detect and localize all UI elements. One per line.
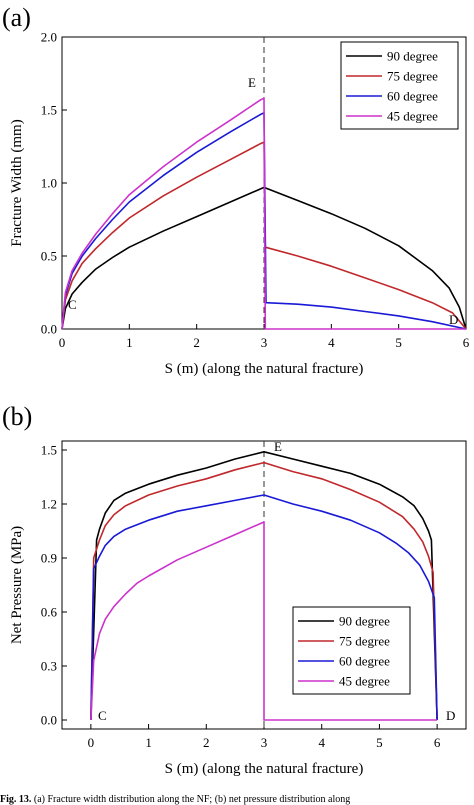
y-tick-label: 0.6: [41, 605, 58, 620]
y-tick-label: 1.5: [41, 103, 57, 118]
y-tick-label: 0.9: [41, 551, 57, 566]
legend-label: 90 degree: [339, 614, 390, 629]
x-tick-label: 4: [318, 735, 325, 750]
legend-label: 45 degree: [339, 674, 390, 689]
series-line: [61, 112, 467, 330]
y-tick-label: 0.0: [41, 713, 57, 728]
y-tick-label: 0.0: [41, 322, 57, 337]
plot-area-a: 0 1 2 3 4 5 6 0.0 0.5 1.0 1.5 2.0 S (m) (along the n…: [9, 30, 470, 378]
y-axis-title: Net Pressure (MPa): [9, 526, 25, 644]
series-line: [61, 186, 467, 330]
caption-text: (a) Fracture width distribution along th…: [33, 794, 351, 805]
x-tick-label: 6: [463, 335, 470, 350]
x-axis-title: S (m) (along the natural fracture): [165, 361, 364, 377]
x-tick-label: 3: [261, 335, 268, 350]
series-line: [90, 461, 438, 721]
panel-a: (a) 0 1 2 3 4 5 6 0.0 0.5 1.0 1.5 2.0 S (m) (along t…: [2, 3, 470, 377]
x-tick-label: 2: [203, 735, 210, 750]
y-tick-label: 1.0: [41, 176, 57, 191]
point-label-e: E: [248, 75, 256, 90]
series-line: [90, 450, 438, 721]
point-label-d: D: [446, 708, 455, 723]
y-tick-label: 0.3: [41, 659, 57, 674]
y-tick-label: 0.5: [41, 249, 57, 264]
legend-b: 90 degree 75 degree 60 degree 45 degree: [292, 606, 411, 695]
x-tick-label: 0: [59, 335, 66, 350]
x-tick-label: 1: [145, 735, 152, 750]
point-label-c: C: [98, 708, 107, 723]
x-tick-label: 5: [376, 735, 383, 750]
x-tick-label: 3: [261, 735, 268, 750]
point-label-d: D: [449, 312, 458, 327]
legend-label: 75 degree: [339, 634, 390, 649]
panel-b: (b) 0 1 2 3 4 5 6 0.0 0.3 0.6 0.9 1.2 1.5 S (m) (alon…: [2, 402, 467, 777]
x-tick-label: 4: [328, 335, 335, 350]
y-tick-label: 1.2: [41, 497, 57, 512]
legend-a: 90 degree 75 degree 60 degree 45 degree: [340, 41, 459, 130]
x-tick-label: 6: [434, 735, 441, 750]
series-line: [90, 521, 438, 721]
legend-label: 45 degree: [387, 109, 438, 124]
legend-label: 90 degree: [387, 49, 438, 64]
panel-letter: (a): [2, 3, 31, 32]
x-tick-label: 1: [126, 335, 133, 350]
caption-label: Fig. 13.: [0, 794, 32, 805]
legend-label: 60 degree: [339, 654, 390, 669]
x-tick-label: 2: [193, 335, 200, 350]
x-tick-label: 0: [88, 735, 95, 750]
panel-letter: (b): [2, 402, 32, 431]
x-axis-title: S (m) (along the natural fracture): [165, 761, 364, 777]
plot-area-b: 0 1 2 3 4 5 6 0.0 0.3 0.6 0.9 1.2 1.5 S (m) (along th…: [9, 440, 467, 777]
series-line: [61, 141, 467, 330]
legend-label: 75 degree: [387, 69, 438, 84]
figure-caption: Fig. 13. (a) Fracture width distribution…: [0, 794, 474, 805]
point-label-e: E: [274, 439, 282, 454]
y-axis-title: Fracture Width (mm): [9, 119, 25, 246]
series-line: [90, 494, 438, 721]
y-tick-label: 1.5: [41, 443, 57, 458]
series-line: [61, 97, 466, 330]
point-label-c: C: [68, 297, 77, 312]
x-tick-label: 5: [395, 335, 402, 350]
legend-label: 60 degree: [387, 89, 438, 104]
y-tick-label: 2.0: [41, 30, 57, 45]
